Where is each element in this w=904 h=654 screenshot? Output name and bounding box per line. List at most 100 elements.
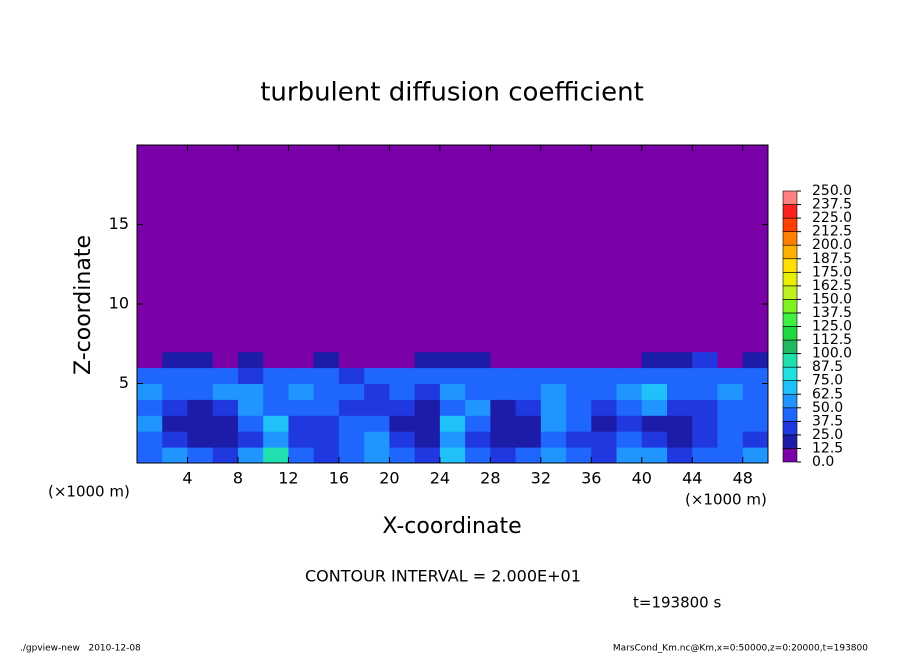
cell <box>313 383 340 400</box>
cell <box>591 351 618 369</box>
cell <box>313 447 340 464</box>
cell <box>162 145 188 353</box>
x-axis-label: X-coordinate <box>382 514 521 539</box>
colorbar-label: 225.0 <box>812 210 852 226</box>
colorbar-label: 237.5 <box>812 197 852 213</box>
colorbar-label: 0.0 <box>812 454 834 470</box>
cell <box>465 415 491 432</box>
cell <box>364 415 390 432</box>
x-tick-label: 20 <box>379 469 399 488</box>
cell <box>566 447 592 464</box>
cell <box>717 351 744 369</box>
cell <box>742 431 769 448</box>
cell <box>364 431 390 448</box>
cell <box>742 145 769 353</box>
colorbar-band <box>782 421 798 436</box>
cell <box>742 447 769 464</box>
cell <box>717 447 744 464</box>
cell <box>414 447 441 464</box>
cell <box>237 351 264 369</box>
cell <box>263 383 289 400</box>
cell <box>591 367 618 384</box>
cell <box>263 447 289 464</box>
colorbar-label: 37.5 <box>812 413 843 429</box>
cell <box>263 145 289 353</box>
cell <box>288 367 315 384</box>
cell <box>692 145 719 353</box>
cell <box>566 399 592 416</box>
cell <box>490 399 517 416</box>
cell <box>566 415 592 432</box>
colorbar-band <box>782 326 798 341</box>
cell <box>212 431 239 448</box>
colorbar-label: 150.0 <box>812 291 852 307</box>
cell <box>641 367 668 384</box>
cell <box>364 399 390 416</box>
cell <box>616 383 643 400</box>
colorbar-label: 50.0 <box>812 400 843 416</box>
colorbar-label: 200.0 <box>812 237 852 253</box>
cell <box>616 399 643 416</box>
cell <box>137 447 163 464</box>
cell <box>187 367 214 384</box>
x-tick-label: 36 <box>581 469 601 488</box>
cell <box>490 415 517 432</box>
cell <box>490 447 517 464</box>
cell <box>439 399 466 416</box>
cell <box>742 383 769 400</box>
colorbar-band <box>782 448 798 463</box>
colorbar-band <box>782 271 798 287</box>
y-axis-label: Z-coordinate <box>71 235 96 375</box>
cell <box>616 415 643 432</box>
cell <box>540 399 567 416</box>
cell <box>515 383 542 400</box>
cell <box>591 415 618 432</box>
cell <box>263 367 289 384</box>
cell <box>540 367 567 384</box>
cell <box>465 399 491 416</box>
cell <box>667 415 693 432</box>
cell <box>742 399 769 416</box>
colorbar-band <box>782 231 798 246</box>
cell <box>313 415 340 432</box>
cell <box>490 431 517 448</box>
cell <box>212 399 239 416</box>
cell <box>137 399 163 416</box>
cell <box>364 351 390 369</box>
x-tick-label: 28 <box>480 469 500 488</box>
cell <box>338 367 365 384</box>
cell <box>313 351 340 369</box>
cell <box>389 367 416 384</box>
cell <box>364 447 390 464</box>
cell <box>137 351 163 369</box>
cell <box>187 447 214 464</box>
cell <box>414 399 441 416</box>
cell <box>717 415 744 432</box>
cell <box>288 145 315 353</box>
cell <box>540 415 567 432</box>
colorbar-band <box>782 258 798 273</box>
cell <box>490 383 517 400</box>
x-tick-label: 24 <box>430 469 450 488</box>
colorbar-band <box>782 299 798 314</box>
cell <box>692 351 719 369</box>
cell <box>692 367 719 384</box>
colorbar-label: 175.0 <box>812 264 852 280</box>
cell <box>717 145 744 353</box>
cell <box>717 399 744 416</box>
cell <box>641 145 668 353</box>
cell <box>490 367 517 384</box>
cell <box>338 383 365 400</box>
cell <box>137 367 163 384</box>
colorbar-band <box>782 312 798 327</box>
cell <box>313 431 340 448</box>
cell <box>540 145 567 353</box>
cell <box>717 383 744 400</box>
cell <box>439 145 466 353</box>
cell <box>465 367 491 384</box>
cell <box>237 447 264 464</box>
cell <box>212 447 239 464</box>
cell <box>187 351 214 369</box>
cell <box>566 383 592 400</box>
